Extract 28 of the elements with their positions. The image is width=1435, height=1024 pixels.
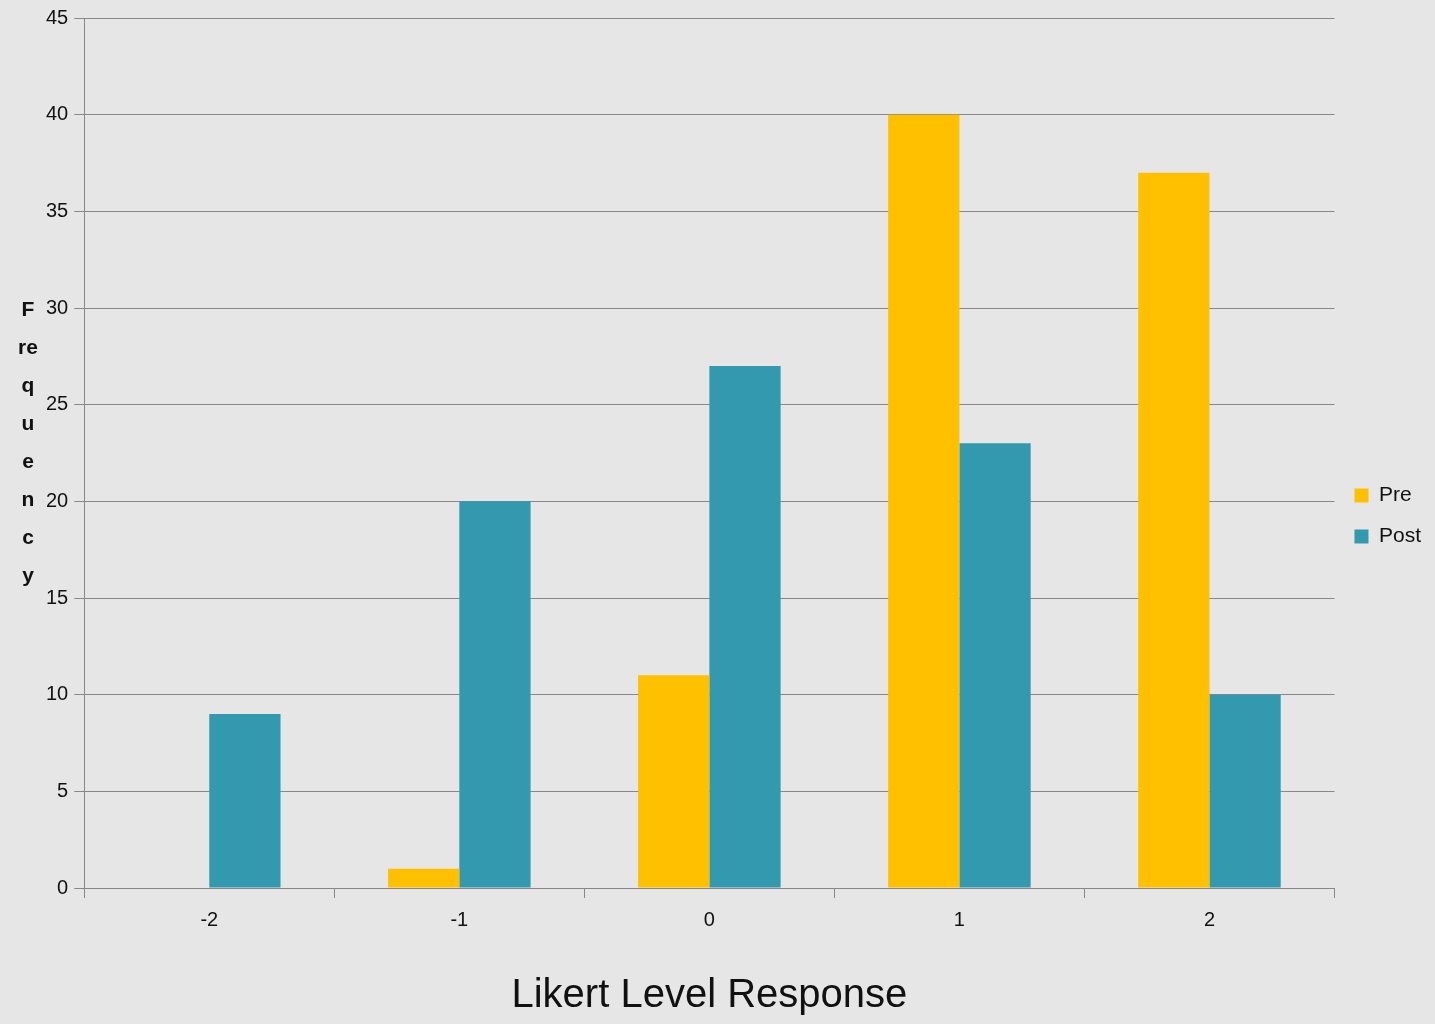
y-tick-label: 5 bbox=[57, 778, 69, 801]
x-tick-label: -2 bbox=[200, 907, 219, 930]
x-tick-label: -1 bbox=[450, 907, 469, 930]
x-tick-label: 1 bbox=[953, 907, 965, 930]
bar bbox=[709, 366, 781, 888]
y-tick-label: 30 bbox=[46, 295, 69, 318]
bar bbox=[459, 501, 531, 888]
y-axis-title: Frequency bbox=[18, 296, 38, 588]
x-tick-label: 0 bbox=[703, 907, 715, 930]
bar bbox=[959, 443, 1031, 888]
bar bbox=[388, 868, 460, 888]
y-tick-label: 15 bbox=[46, 585, 69, 608]
y-tick-label: 45 bbox=[46, 5, 69, 28]
x-tick-label: 2 bbox=[1203, 907, 1216, 930]
legend-label: Pre bbox=[1378, 482, 1412, 506]
y-tick-label: 10 bbox=[46, 682, 69, 705]
y-tick-label: 20 bbox=[46, 488, 69, 511]
x-axis-title: Likert Level Response bbox=[511, 971, 908, 1016]
bar bbox=[209, 714, 281, 888]
bar bbox=[638, 675, 710, 888]
y-tick-label: 25 bbox=[46, 392, 69, 415]
legend-label: Post bbox=[1378, 523, 1422, 547]
y-tick-label: 35 bbox=[46, 198, 69, 221]
bar bbox=[888, 114, 960, 888]
bar bbox=[1209, 694, 1281, 888]
y-tick-label: 40 bbox=[46, 102, 69, 125]
y-tick-label: 0 bbox=[57, 875, 69, 898]
bar bbox=[1138, 172, 1210, 888]
